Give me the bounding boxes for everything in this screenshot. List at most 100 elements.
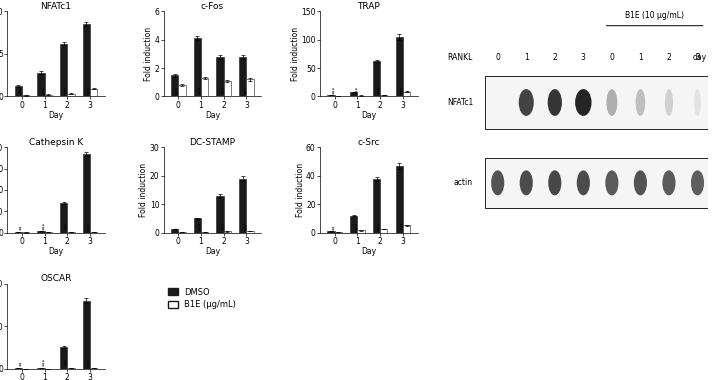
Bar xyxy=(396,166,403,233)
Text: **: ** xyxy=(333,225,337,230)
Text: ***: *** xyxy=(377,86,382,94)
Bar xyxy=(194,38,201,97)
Text: ***: *** xyxy=(400,86,405,94)
Text: **: ** xyxy=(19,361,24,366)
Bar xyxy=(224,81,231,97)
Bar xyxy=(328,95,335,97)
X-axis label: Day: Day xyxy=(361,247,377,256)
Text: 0: 0 xyxy=(609,53,614,62)
Bar xyxy=(83,24,90,97)
X-axis label: Day: Day xyxy=(48,247,63,256)
Ellipse shape xyxy=(691,170,704,195)
Title: DC-STAMP: DC-STAMP xyxy=(189,138,236,147)
Bar xyxy=(15,86,22,97)
Bar xyxy=(403,92,410,97)
Text: ***: *** xyxy=(88,358,93,366)
Bar xyxy=(335,232,342,233)
Bar xyxy=(246,79,253,97)
Text: 2: 2 xyxy=(666,53,671,62)
Text: ***: *** xyxy=(221,86,226,94)
Bar xyxy=(216,57,224,97)
Text: RANKL: RANKL xyxy=(448,53,473,62)
Text: **: ** xyxy=(19,225,24,230)
Bar xyxy=(37,231,45,233)
Text: ***: *** xyxy=(176,86,181,94)
Bar xyxy=(60,44,68,97)
Legend: DMSO, B1E (μg/mL): DMSO, B1E (μg/mL) xyxy=(168,288,236,309)
Bar xyxy=(22,95,29,97)
Bar xyxy=(201,232,209,233)
Text: 1: 1 xyxy=(524,53,528,62)
Text: ***: *** xyxy=(65,86,70,94)
Ellipse shape xyxy=(548,170,561,195)
Bar xyxy=(216,196,224,233)
Bar xyxy=(328,231,335,233)
Text: ***: *** xyxy=(88,86,93,94)
Bar xyxy=(224,231,231,233)
Ellipse shape xyxy=(519,89,534,116)
Bar xyxy=(90,232,98,233)
Bar xyxy=(239,179,246,233)
Bar xyxy=(37,73,45,97)
Text: 1: 1 xyxy=(638,53,643,62)
Text: ***: *** xyxy=(199,86,204,94)
Ellipse shape xyxy=(634,170,647,195)
Title: Cathepsin K: Cathepsin K xyxy=(29,138,83,147)
Bar xyxy=(380,229,387,233)
Y-axis label: Fold induction: Fold induction xyxy=(295,163,305,217)
Bar xyxy=(239,57,246,97)
Text: ***: *** xyxy=(244,222,249,230)
X-axis label: Day: Day xyxy=(205,111,220,120)
Y-axis label: Fold induction: Fold induction xyxy=(144,27,153,81)
Bar xyxy=(68,94,75,97)
Bar xyxy=(60,203,68,233)
Ellipse shape xyxy=(575,89,592,116)
Bar xyxy=(373,61,380,97)
Text: 3: 3 xyxy=(695,53,700,62)
Text: NFATc1: NFATc1 xyxy=(447,98,473,107)
X-axis label: Day: Day xyxy=(205,247,220,256)
Bar xyxy=(45,95,52,97)
Ellipse shape xyxy=(520,170,533,195)
Text: ***: *** xyxy=(355,86,360,94)
Text: ***: *** xyxy=(42,358,47,366)
Bar xyxy=(83,154,90,233)
Bar xyxy=(403,225,410,233)
Text: ***: *** xyxy=(42,222,47,230)
Bar xyxy=(178,85,186,97)
Text: ***: *** xyxy=(377,222,382,230)
Bar xyxy=(37,368,45,369)
Ellipse shape xyxy=(665,89,673,116)
Text: 2: 2 xyxy=(553,53,557,62)
Text: ***: *** xyxy=(88,222,93,230)
Text: 0: 0 xyxy=(496,53,500,62)
Bar xyxy=(83,301,90,369)
Bar xyxy=(246,231,253,233)
Bar xyxy=(171,229,178,233)
Bar xyxy=(373,179,380,233)
Ellipse shape xyxy=(491,170,504,195)
Text: ***: *** xyxy=(199,222,204,230)
Text: ***: *** xyxy=(355,222,360,230)
Text: ***: *** xyxy=(65,222,70,230)
Text: 3: 3 xyxy=(581,53,586,62)
Y-axis label: Fold induction: Fold induction xyxy=(140,163,148,217)
Bar xyxy=(486,158,710,208)
Text: ***: *** xyxy=(42,86,47,94)
Bar xyxy=(357,230,365,233)
Text: ***: *** xyxy=(400,222,405,230)
Text: ***: *** xyxy=(221,222,226,230)
Title: c-Fos: c-Fos xyxy=(201,2,224,11)
Bar xyxy=(194,218,201,233)
Ellipse shape xyxy=(662,170,676,195)
Ellipse shape xyxy=(636,89,645,116)
Title: NFATc1: NFATc1 xyxy=(41,2,71,11)
Text: ***: *** xyxy=(19,86,24,94)
Text: day: day xyxy=(693,53,707,62)
Bar xyxy=(90,89,98,97)
Ellipse shape xyxy=(548,89,562,116)
Y-axis label: Fold induction: Fold induction xyxy=(290,27,300,81)
Text: *: * xyxy=(176,227,181,230)
Title: TRAP: TRAP xyxy=(357,2,380,11)
Text: ***: *** xyxy=(65,358,70,366)
